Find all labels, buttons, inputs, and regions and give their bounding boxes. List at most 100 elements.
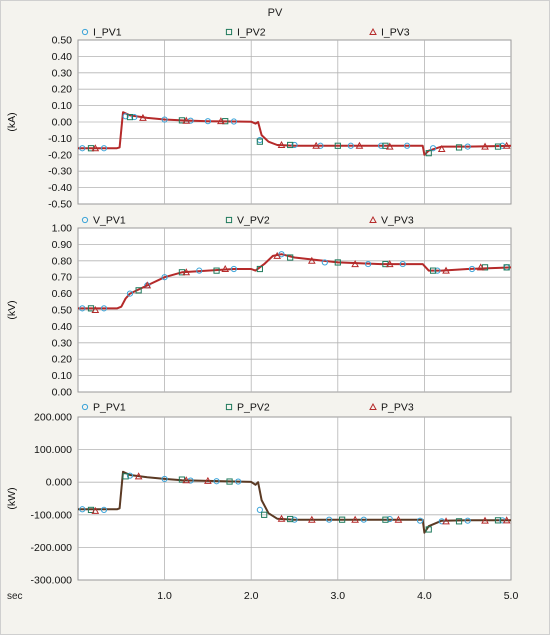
data-point-v-pv1 bbox=[79, 305, 86, 312]
data-point-i-pv3 bbox=[437, 145, 446, 153]
y-tick-label: 100.000 bbox=[34, 444, 72, 456]
data-point-v-pv3 bbox=[385, 260, 394, 268]
legend-label: I_PV3 bbox=[381, 27, 410, 39]
y-tick-label: 0.20 bbox=[52, 84, 73, 96]
data-point-i-pv3 bbox=[385, 142, 394, 150]
y-tick-label: 0.20 bbox=[52, 354, 73, 366]
data-point-v-pv3 bbox=[91, 305, 100, 313]
data-point-v-pv1 bbox=[278, 251, 285, 258]
data-point-v-pv3 bbox=[182, 268, 191, 276]
legend-label: I_PV2 bbox=[237, 27, 266, 39]
legend-marker-circle bbox=[81, 403, 89, 411]
y-tick-label: 0.00 bbox=[52, 387, 73, 399]
data-point-p-pv3 bbox=[481, 516, 489, 524]
data-point-i-pv1 bbox=[100, 145, 108, 152]
data-point-p-pv2 bbox=[226, 478, 233, 485]
legend-label: P_PV1 bbox=[93, 402, 126, 414]
data-point-p-pv3 bbox=[134, 472, 143, 480]
data-point-i-pv1 bbox=[230, 118, 237, 125]
data-point-p-pv1 bbox=[213, 478, 220, 485]
data-point-p-pv1 bbox=[161, 475, 168, 483]
x-tick-label: 5.0 bbox=[504, 590, 519, 602]
data-point-i-pv1 bbox=[429, 145, 437, 152]
data-point-p-pv1 bbox=[386, 515, 393, 523]
y-tick-label: 0.30 bbox=[52, 337, 73, 349]
data-point-v-pv3 bbox=[273, 251, 282, 259]
y-tick-label: -0.10 bbox=[48, 133, 72, 145]
data-point-v-pv2 bbox=[213, 267, 220, 274]
legend-marker-triangle bbox=[369, 402, 377, 410]
legend-label: V_PV3 bbox=[381, 215, 414, 227]
data-point-i-pv1 bbox=[347, 142, 354, 149]
data-point-p-pv1 bbox=[416, 517, 424, 524]
data-point-v-pv3 bbox=[442, 266, 450, 274]
data-point-p-pv2 bbox=[425, 526, 432, 533]
legend-label: I_PV1 bbox=[93, 27, 122, 39]
data-point-v-pv2 bbox=[87, 305, 95, 312]
data-point-v-pv1 bbox=[468, 265, 476, 273]
legend-marker-circle bbox=[81, 28, 89, 36]
y-tick-label: 1.00 bbox=[52, 223, 73, 235]
data-point-i-pv3 bbox=[217, 117, 225, 125]
y-tick-label: 0.80 bbox=[52, 255, 73, 267]
data-point-v-pv1 bbox=[100, 305, 108, 312]
data-point-p-pv1 bbox=[326, 516, 333, 523]
x-unit-label: sec bbox=[7, 591, 23, 602]
legend-item-p-pv3: P_PV3 bbox=[369, 402, 414, 414]
plot-area bbox=[77, 416, 512, 581]
data-point-i-pv1 bbox=[291, 141, 298, 149]
x-tick-label: 3.0 bbox=[330, 590, 345, 602]
data-point-p-pv2 bbox=[87, 506, 95, 514]
legend-item-i-pv3: I_PV3 bbox=[369, 27, 410, 39]
y-tick-label: 0.30 bbox=[52, 67, 73, 79]
y-tick-label: 200.000 bbox=[34, 412, 72, 424]
data-point-v-pv3 bbox=[307, 256, 316, 264]
y-axis-label: (kW) bbox=[6, 487, 18, 509]
data-point-v-pv1 bbox=[399, 260, 406, 268]
chart-title: PV bbox=[268, 7, 283, 19]
legend-item-i-pv2: I_PV2 bbox=[225, 27, 266, 39]
data-point-v-pv1 bbox=[434, 267, 441, 274]
data-point-i-pv2 bbox=[494, 143, 502, 150]
data-point-p-pv2 bbox=[382, 516, 389, 523]
x-tick-label: 2.0 bbox=[244, 590, 259, 602]
y-tick-label: -100.000 bbox=[31, 509, 73, 521]
series-line-p-pv3 bbox=[78, 470, 511, 534]
data-point-v-pv2 bbox=[135, 287, 142, 294]
data-point-p-pv2 bbox=[455, 518, 463, 525]
data-point-p-pv3 bbox=[394, 515, 403, 523]
legend-marker-square bbox=[225, 28, 233, 36]
legend-label: V_PV1 bbox=[93, 215, 126, 227]
data-point-p-pv1 bbox=[100, 506, 108, 514]
data-point-v-pv2 bbox=[429, 267, 437, 274]
data-point-v-pv3 bbox=[221, 264, 230, 272]
data-point-p-pv2 bbox=[261, 511, 268, 518]
legend-item-v-pv2: V_PV2 bbox=[225, 215, 270, 227]
legend-label: V_PV2 bbox=[237, 215, 270, 227]
data-point-p-pv3 bbox=[307, 515, 316, 523]
y-axis-label: (kV) bbox=[6, 300, 18, 319]
data-point-p-pv1 bbox=[291, 516, 298, 523]
y-tick-label: 0.00 bbox=[52, 117, 73, 129]
series-line-i-pv3 bbox=[78, 111, 512, 156]
data-point-v-pv2 bbox=[503, 264, 510, 271]
data-point-i-pv2 bbox=[334, 142, 341, 149]
data-point-i-pv1 bbox=[403, 142, 411, 149]
y-tick-label: 0.10 bbox=[52, 370, 73, 382]
data-point-i-pv2 bbox=[287, 141, 294, 149]
data-point-v-pv1 bbox=[230, 265, 237, 273]
y-tick-label: -0.20 bbox=[48, 149, 72, 161]
data-point-i-pv2 bbox=[455, 144, 463, 151]
data-point-p-pv3 bbox=[351, 515, 359, 523]
chart-panels: 0.50 0.40 0.30 0.20 0.10 0.00 -0.10 -0.20 -0.30 -… bbox=[6, 27, 512, 587]
data-point-i-pv1 bbox=[79, 145, 86, 152]
legend-item-v-pv3: V_PV3 bbox=[369, 215, 414, 227]
legend-marker-triangle bbox=[369, 215, 377, 223]
y-tick-label: 0.000 bbox=[46, 477, 72, 489]
y-tick-label: 0.60 bbox=[52, 288, 73, 300]
data-point-p-pv3 bbox=[277, 514, 286, 522]
data-point-i-pv3 bbox=[182, 116, 191, 124]
data-point-p-pv3 bbox=[91, 506, 100, 514]
data-point-i-pv3 bbox=[312, 141, 320, 149]
